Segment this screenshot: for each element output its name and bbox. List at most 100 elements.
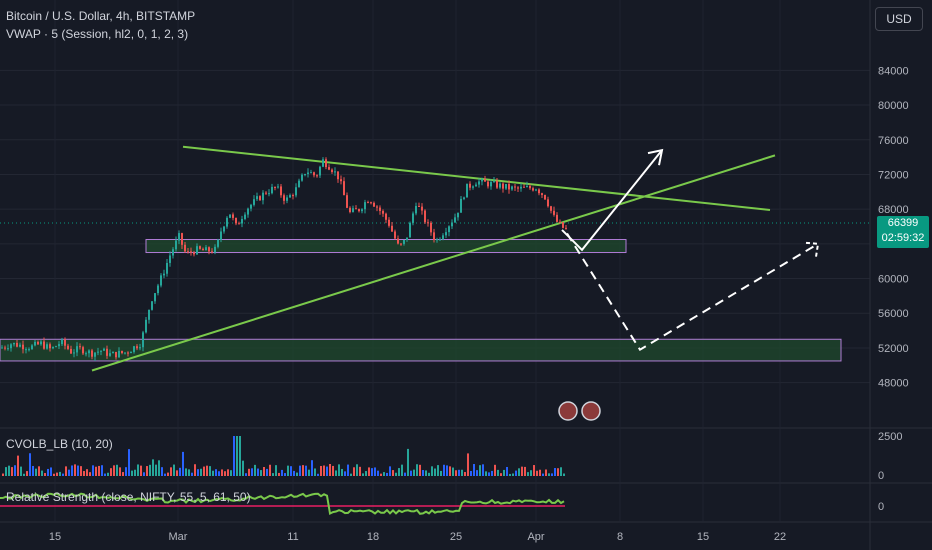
volume-bar — [320, 465, 322, 476]
event-flags[interactable] — [558, 401, 601, 421]
candle-body — [145, 319, 147, 333]
volume-bar — [431, 466, 433, 476]
volume-bar — [233, 436, 235, 476]
candle-body — [175, 240, 177, 250]
volume-bar — [332, 465, 334, 476]
candle-body — [451, 222, 453, 227]
currency-button[interactable]: USD — [875, 7, 923, 31]
candle-body — [220, 231, 222, 240]
candle-body — [307, 172, 309, 175]
volume-bar — [68, 469, 70, 476]
candle-body — [247, 208, 249, 215]
candle-body — [31, 345, 33, 350]
candle-body — [487, 181, 489, 187]
volume-bar — [500, 473, 502, 476]
candle-body — [376, 206, 378, 208]
volume-bar — [488, 472, 490, 476]
volume-bar — [23, 473, 25, 476]
volume-bar — [326, 466, 328, 476]
volume-bar — [137, 464, 139, 476]
volume-bar — [395, 472, 397, 476]
us-flag-icon[interactable] — [558, 401, 578, 421]
candle-body — [349, 207, 351, 213]
candle-body — [151, 301, 153, 310]
volume-bar — [56, 472, 58, 476]
volume-bar — [491, 470, 493, 476]
candle-body — [43, 341, 45, 349]
volume-bar — [176, 470, 178, 476]
volume-bar — [92, 465, 94, 476]
candles — [1, 157, 567, 362]
volume-bar — [173, 464, 175, 476]
price-tick-label: 48000 — [878, 378, 909, 390]
candle-body — [154, 293, 156, 302]
volume-bar — [374, 467, 376, 476]
candle-body — [118, 350, 120, 358]
candle-body — [136, 346, 138, 349]
price-tick-label: 84000 — [878, 65, 909, 77]
candle-body — [100, 350, 102, 352]
time-axis[interactable]: 15 Mar 11 18 25 Apr 8 15 22 — [49, 531, 786, 543]
candle-body — [523, 186, 525, 188]
candle-body — [289, 195, 291, 198]
candle-body — [397, 238, 399, 244]
volume-bar — [17, 455, 19, 476]
price-axis[interactable]: 8400080000760007200068000640006000056000… — [878, 65, 909, 513]
candle-body — [565, 227, 567, 229]
volume-bar — [149, 464, 151, 476]
candle-body — [472, 186, 474, 188]
volume-bar — [107, 472, 109, 476]
volume-bar — [281, 469, 283, 476]
volume-bar — [419, 464, 421, 476]
volume-bar — [296, 472, 298, 476]
candle-body — [478, 181, 480, 185]
volume-bar — [269, 464, 271, 476]
candle-body — [139, 347, 141, 349]
candle-body — [76, 346, 78, 353]
candle-body — [550, 206, 552, 211]
volume-bar — [275, 465, 277, 476]
candle-body — [559, 221, 561, 223]
candle-body — [280, 186, 282, 196]
candle-body — [409, 222, 411, 238]
time-tick-label: 11 — [287, 531, 298, 543]
candle-body — [514, 186, 516, 188]
volume-bar — [284, 473, 286, 476]
candle-body — [445, 232, 447, 236]
us-flag-icon[interactable] — [581, 401, 601, 421]
candle-body — [433, 232, 435, 241]
candle-body — [418, 205, 420, 207]
support-zone-rect — [0, 338, 842, 362]
candle-body — [304, 174, 306, 176]
volume-bar — [167, 472, 169, 476]
candle-body — [403, 239, 405, 244]
candle-body — [181, 233, 183, 245]
volume-bar — [530, 470, 532, 476]
candle-body — [187, 251, 189, 253]
candle-body — [232, 214, 234, 218]
volume-bar — [527, 472, 529, 476]
candle-body — [55, 346, 57, 348]
cvol-indicator-label[interactable]: CVOLB_LB (10, 20) — [6, 437, 113, 451]
candle-body — [208, 247, 210, 252]
volume-bar — [122, 472, 124, 476]
candle-body — [337, 171, 339, 180]
rs-indicator-label[interactable]: Relative Strength (close, NIFTY, 55, 5, … — [6, 490, 251, 504]
candle-body — [214, 246, 216, 253]
volume-bar — [371, 468, 373, 476]
volume-bar — [266, 468, 268, 476]
volume-bar — [482, 464, 484, 476]
candle-body — [22, 344, 24, 350]
volume-bar — [245, 473, 247, 476]
volume-bar — [140, 465, 142, 476]
volume-bar — [101, 465, 103, 476]
candle-body — [556, 214, 558, 222]
vwap-indicator-label[interactable]: VWAP · 5 (Session, hl2, 0, 1, 2, 3) — [6, 27, 189, 41]
candle-body — [73, 352, 75, 354]
candle-body — [121, 350, 123, 354]
candle-body — [325, 159, 327, 168]
candle-body — [328, 167, 330, 170]
volume-bar — [254, 464, 256, 476]
candle-body — [463, 197, 465, 199]
candle-body — [160, 275, 162, 286]
